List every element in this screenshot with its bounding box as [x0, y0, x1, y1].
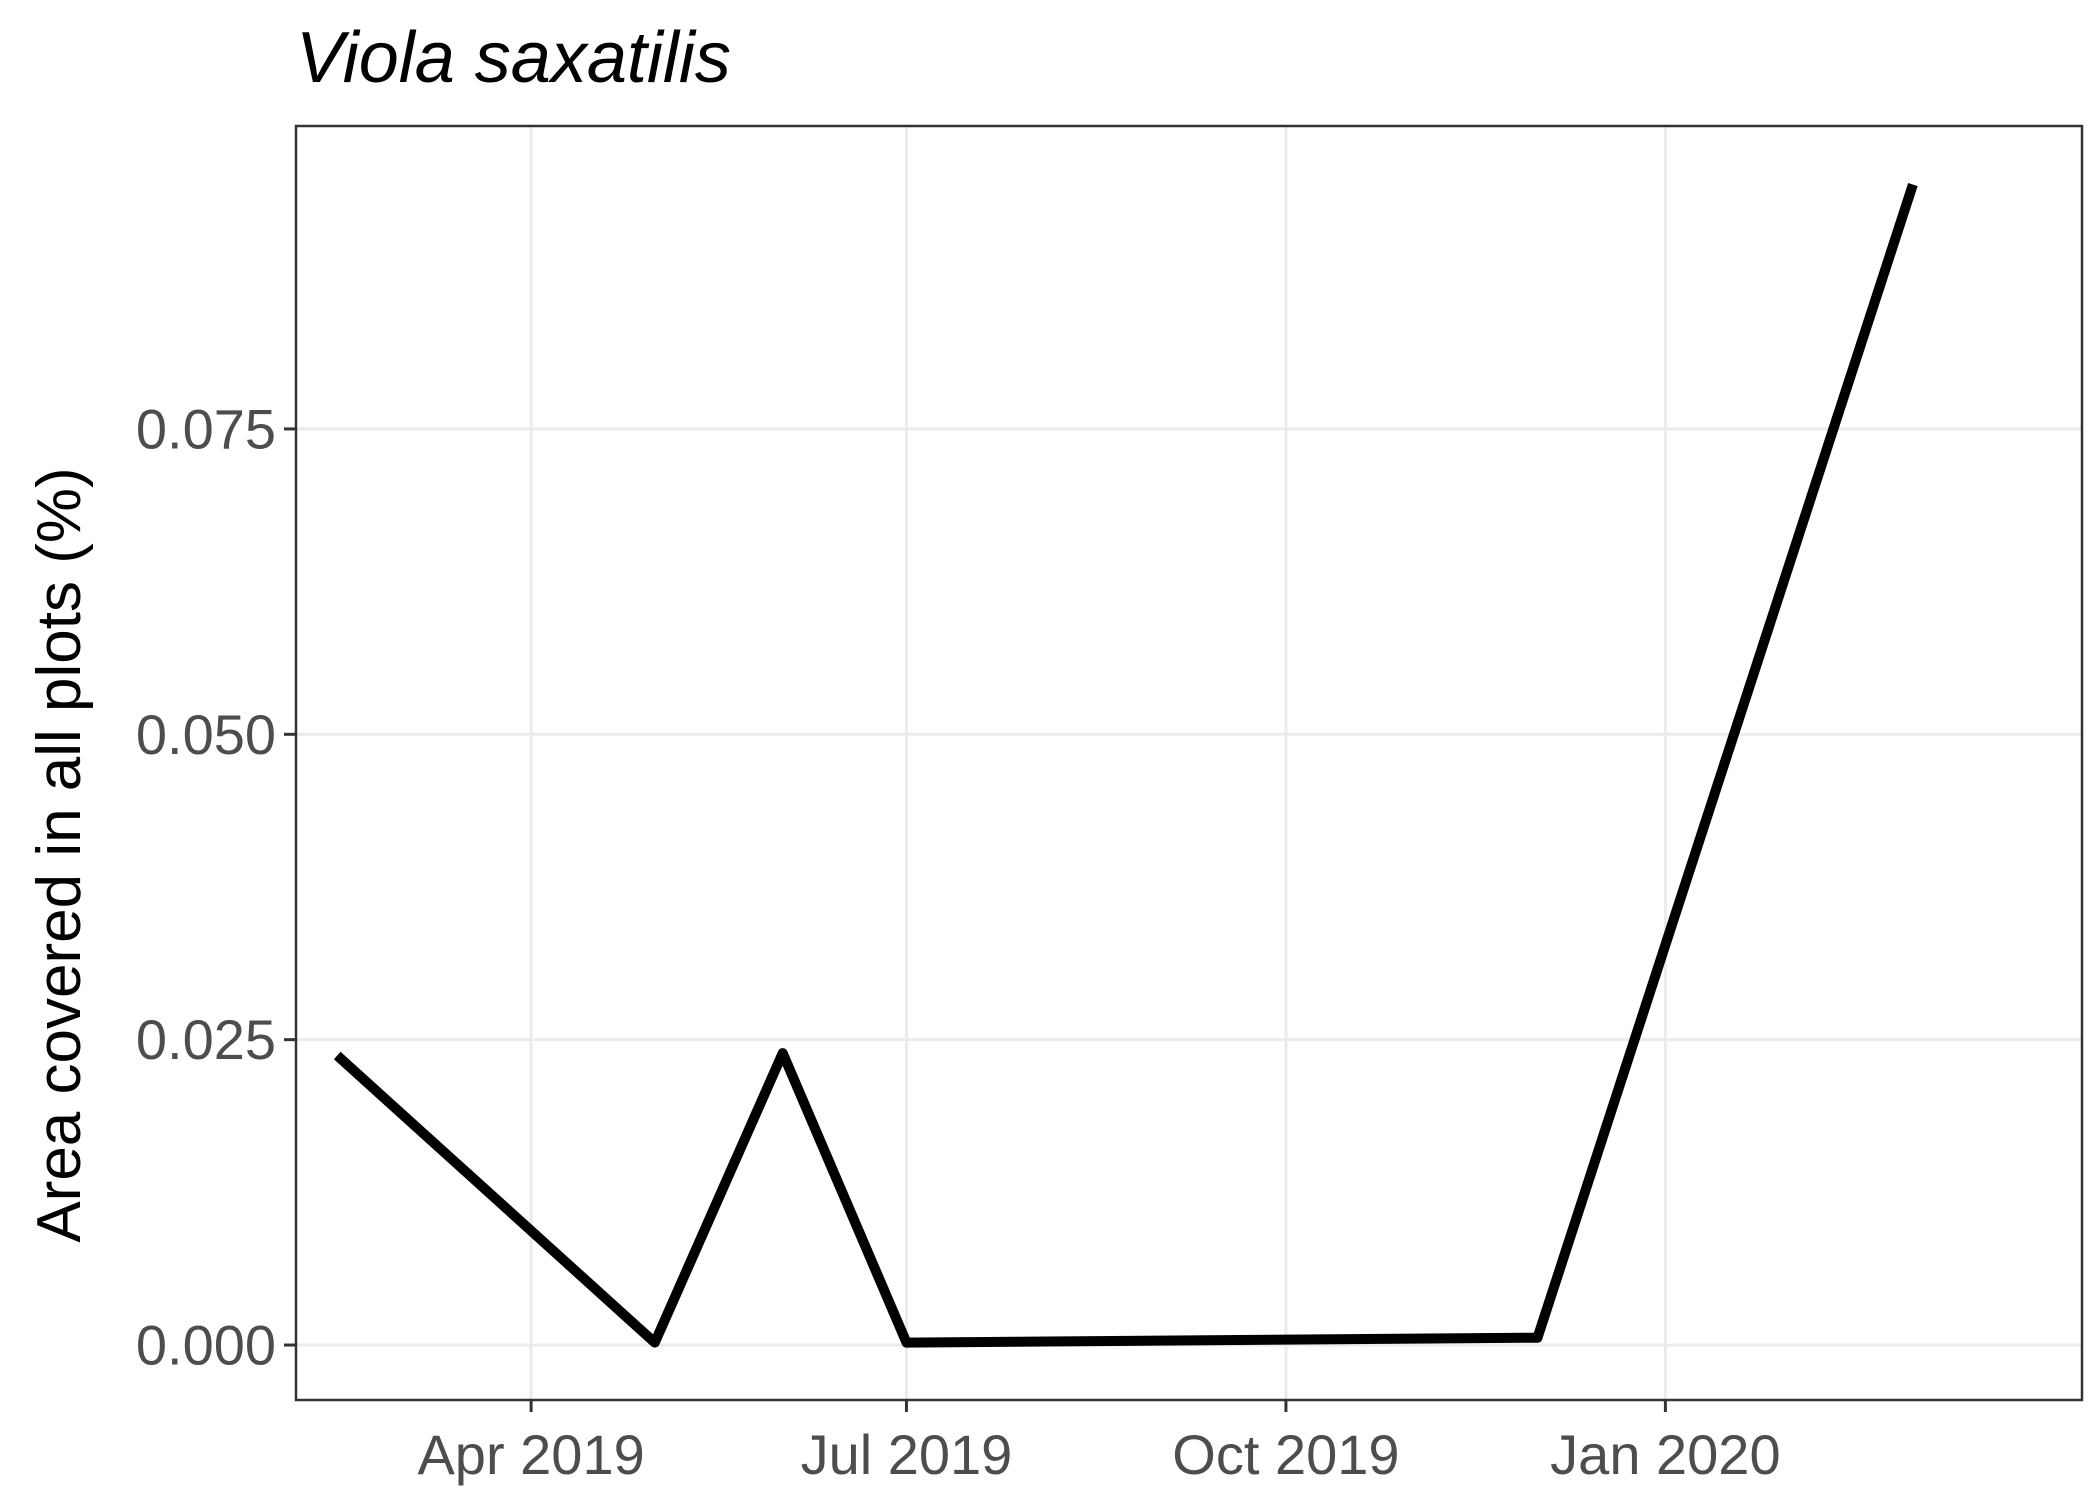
y-axis-label: Area covered in all plots (%) — [25, 467, 94, 1242]
x-tick-label: Oct 2019 — [1172, 1423, 1399, 1486]
x-tick-label: Jul 2019 — [801, 1423, 1013, 1486]
y-tick-label: 0.050 — [136, 703, 276, 766]
plot-panel-border — [294, 124, 2084, 1402]
y-tick-label: 0.075 — [136, 397, 276, 460]
x-tick-label: Apr 2019 — [417, 1423, 644, 1486]
gridlines — [296, 126, 2082, 1400]
series-line — [333, 183, 1918, 1348]
series-layer — [333, 183, 1918, 1348]
y-tick-label: 0.025 — [136, 1008, 276, 1071]
chart-title: Viola saxatilis — [296, 18, 731, 98]
axis-ticks: 0.000 0.025 0.050 0.075 Apr 2019 Jul 2019 Oct … — [136, 397, 1781, 1486]
y-tick-label: 0.000 — [136, 1314, 276, 1377]
x-tick-label: Jan 2020 — [1550, 1423, 1780, 1486]
